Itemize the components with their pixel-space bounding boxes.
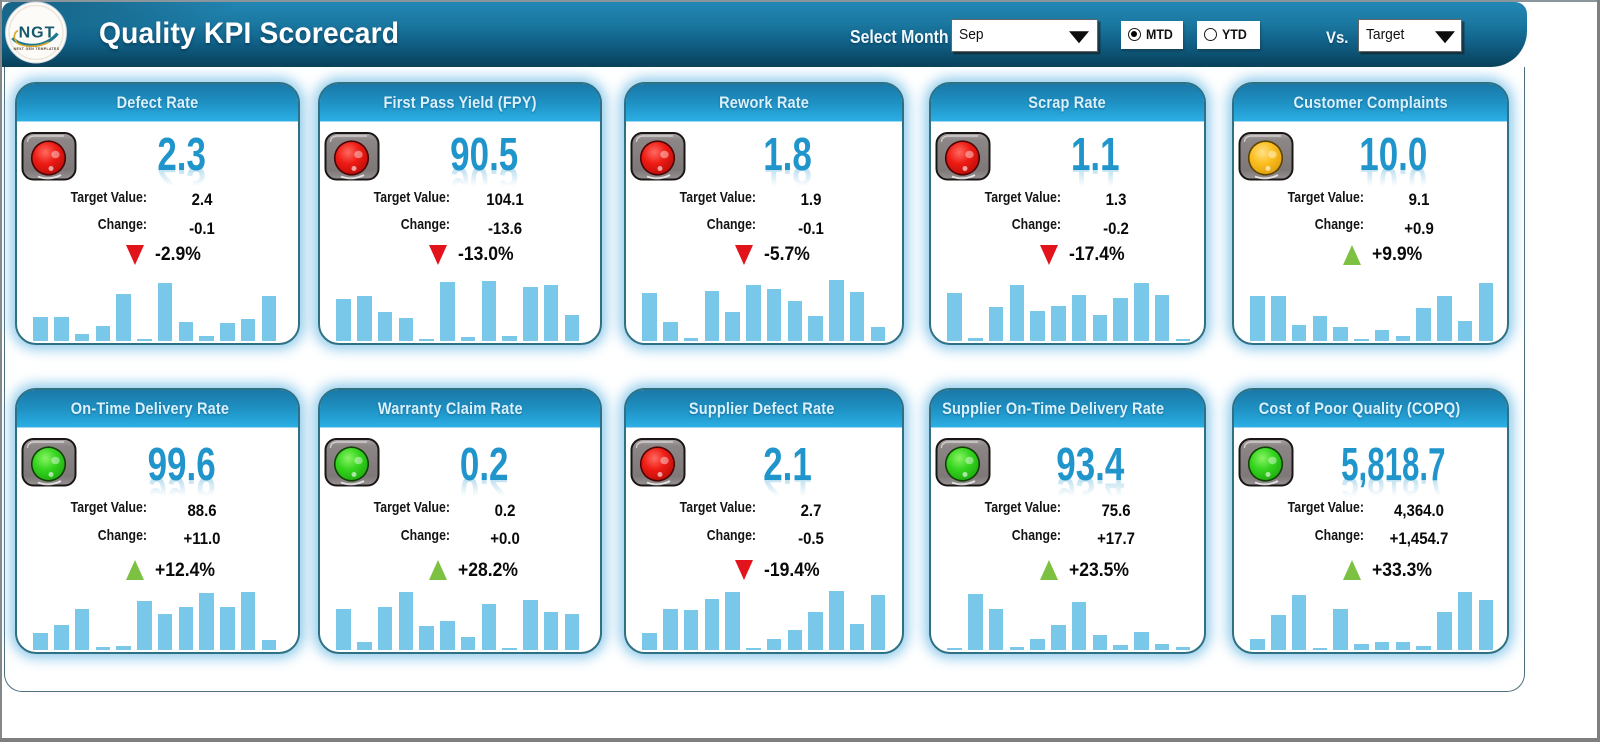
svg-text:NGT: NGT bbox=[19, 25, 56, 42]
svg-text:NEXT GEN TEMPLATES: NEXT GEN TEMPLATES bbox=[14, 47, 60, 51]
